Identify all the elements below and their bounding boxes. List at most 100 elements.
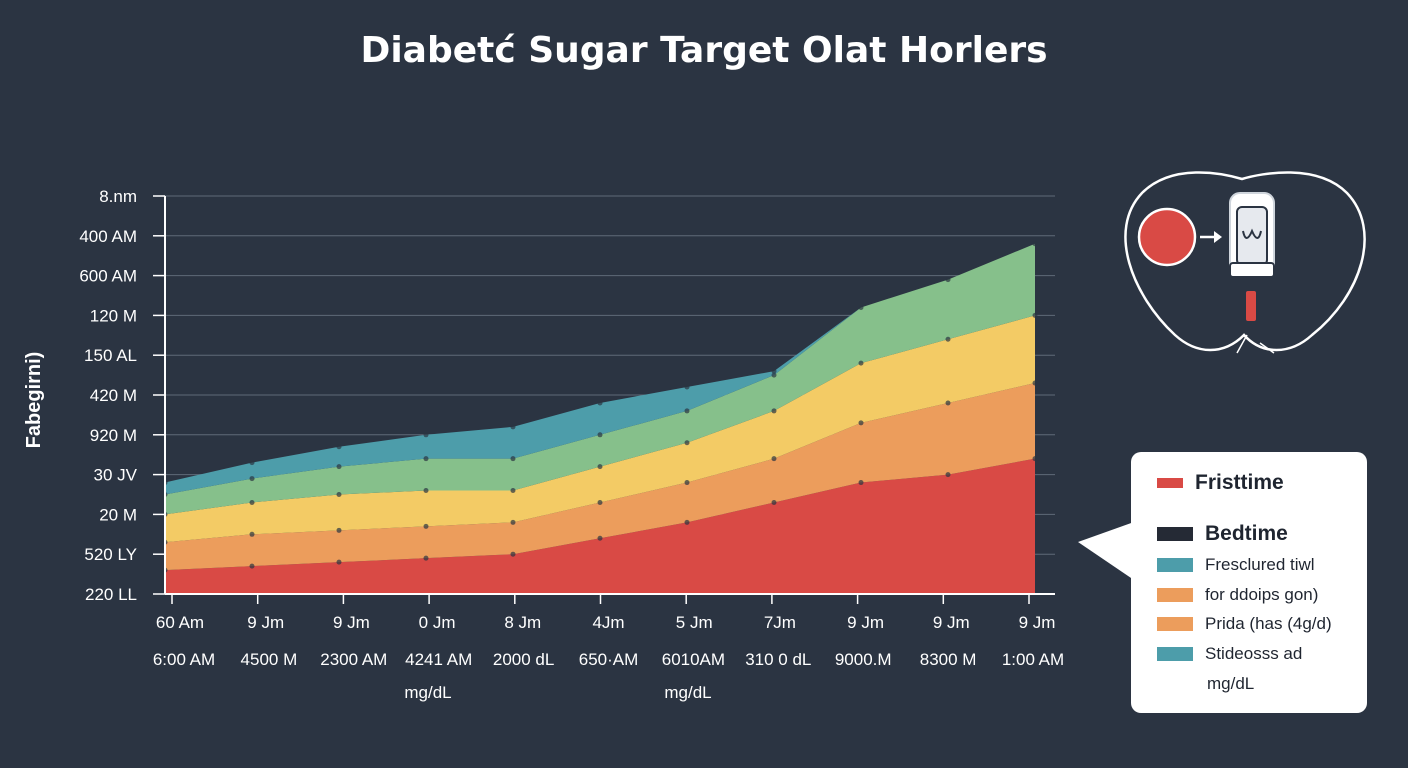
data-point xyxy=(771,372,777,378)
data-point xyxy=(1032,312,1038,318)
legend-swatch xyxy=(1157,647,1193,661)
x-tick-label-secondary: 4241 AM xyxy=(405,650,472,669)
x-tick-label: 9 Jm xyxy=(1019,613,1056,632)
x-tick-label-secondary: 2300 AM xyxy=(320,650,387,669)
callout-pointer-shape xyxy=(1078,522,1134,580)
data-point xyxy=(336,464,342,470)
x-tick-label-secondary: 4500 M xyxy=(241,650,298,669)
legend-item-bedtime: Bedtime xyxy=(1157,522,1288,546)
data-point xyxy=(684,408,690,414)
area-series xyxy=(165,243,1035,495)
arrow-head-icon xyxy=(1214,231,1222,243)
x-tick-label-secondary: 1:00 AM xyxy=(1002,650,1064,669)
data-point xyxy=(684,519,690,525)
data-point xyxy=(336,444,342,450)
legend-swatch xyxy=(1157,527,1193,541)
data-point xyxy=(771,456,777,462)
y-tick-label: 600 AM xyxy=(79,267,137,286)
x-tick-label-secondary: 2000 dL xyxy=(493,650,554,669)
data-point xyxy=(510,519,516,525)
strip-line-left-icon xyxy=(1236,334,1248,354)
data-point xyxy=(423,555,429,561)
x-tick-label: 60 Am xyxy=(156,613,204,632)
data-point xyxy=(423,432,429,438)
blood-drop-icon xyxy=(1137,207,1197,267)
data-point xyxy=(510,456,516,462)
y-axis-title: Fabegirni) xyxy=(23,352,45,449)
data-point xyxy=(684,480,690,486)
x-unit-label-1: mg/dL xyxy=(404,683,451,702)
y-tick-label: 920 M xyxy=(90,426,137,445)
data-point xyxy=(597,464,603,470)
x-tick-label: 9 Jm xyxy=(847,613,884,632)
y-tick-labels: 8.nm 400 AM 600 AM 120 M 150 AL 420 M 920 M 30 … xyxy=(79,187,165,604)
glucose-meter-illustration xyxy=(1124,171,1366,354)
x-tick-label: 9 Jm xyxy=(247,613,284,632)
data-point xyxy=(771,408,777,414)
data-point xyxy=(858,360,864,366)
legend-item-fristtime: Fristtime xyxy=(1157,471,1284,495)
y-tick-label: 520 LY xyxy=(84,545,137,564)
legend-callout-tail xyxy=(1078,522,1134,580)
data-point xyxy=(858,420,864,426)
data-point xyxy=(771,368,777,374)
data-point xyxy=(597,432,603,438)
y-tick-label: 20 M xyxy=(99,505,137,524)
area-series xyxy=(165,243,1035,515)
data-point xyxy=(423,456,429,462)
data-point xyxy=(858,304,864,310)
legend-label: for ddoips gon) xyxy=(1205,585,1319,604)
data-point xyxy=(684,440,690,446)
test-strip-icon xyxy=(1246,291,1256,321)
y-tick-label: 420 M xyxy=(90,386,137,405)
y-tick-label: 8.nm xyxy=(99,187,137,206)
y-tick-label: 220 LL xyxy=(85,585,137,604)
data-point xyxy=(1032,241,1038,247)
legend: Fristtime Bedtime Fresclured tiwl for dd… xyxy=(1131,452,1367,713)
data-point xyxy=(684,384,690,390)
x-tick-label-secondary: 8300 M xyxy=(920,650,977,669)
legend-item-stideosss: Stideosss ad xyxy=(1157,644,1302,664)
legend-swatch xyxy=(1157,558,1193,572)
data-point xyxy=(249,499,255,505)
chart-title: Diabetć Sugar Target Olat Horlers xyxy=(360,30,1048,71)
data-point xyxy=(336,492,342,497)
x-tick-label-secondary: 9000.M xyxy=(835,650,892,669)
data-point xyxy=(249,460,255,466)
legend-item-fresclured: Fresclured tiwl xyxy=(1157,555,1315,575)
strip-line-right-icon xyxy=(1259,342,1275,354)
meter-screen-symbol-icon xyxy=(1242,228,1262,239)
legend-swatch xyxy=(1157,617,1193,631)
legend-label: Prida (has (4g/d) xyxy=(1205,614,1332,633)
data-point xyxy=(249,563,255,569)
data-point xyxy=(858,480,864,486)
meter-screen-icon xyxy=(1236,206,1268,266)
data-point xyxy=(945,336,951,342)
x-tick-label: 5 Jm xyxy=(676,613,713,632)
data-point xyxy=(1032,456,1038,462)
data-point xyxy=(510,551,516,557)
x-tick-label-secondary: 6:00 AM xyxy=(153,650,215,669)
y-tick-label: 120 M xyxy=(90,306,137,325)
data-point xyxy=(423,523,429,529)
data-point xyxy=(249,531,255,537)
data-markers xyxy=(162,241,1038,573)
x-tick-label: 8 Jm xyxy=(504,613,541,632)
data-point xyxy=(945,472,951,478)
x-tick-label: 7Jm xyxy=(764,613,796,632)
legend-item-ddoips: for ddoips gon) xyxy=(1157,585,1318,605)
data-point xyxy=(945,400,951,406)
data-point xyxy=(945,277,951,283)
meter-base-icon xyxy=(1229,262,1275,278)
data-point xyxy=(336,527,342,533)
x-tick-label-secondary: 310 0 dL xyxy=(745,650,811,669)
legend-label: Stideosss ad xyxy=(1205,644,1303,663)
data-point xyxy=(597,499,603,505)
area-series xyxy=(165,383,1035,571)
x-unit-label-2: mg/dL xyxy=(664,683,711,702)
y-tick-label: 150 AL xyxy=(84,346,137,365)
data-point xyxy=(597,535,603,541)
legend-label: Bedtime xyxy=(1205,522,1288,545)
data-point xyxy=(510,488,516,494)
